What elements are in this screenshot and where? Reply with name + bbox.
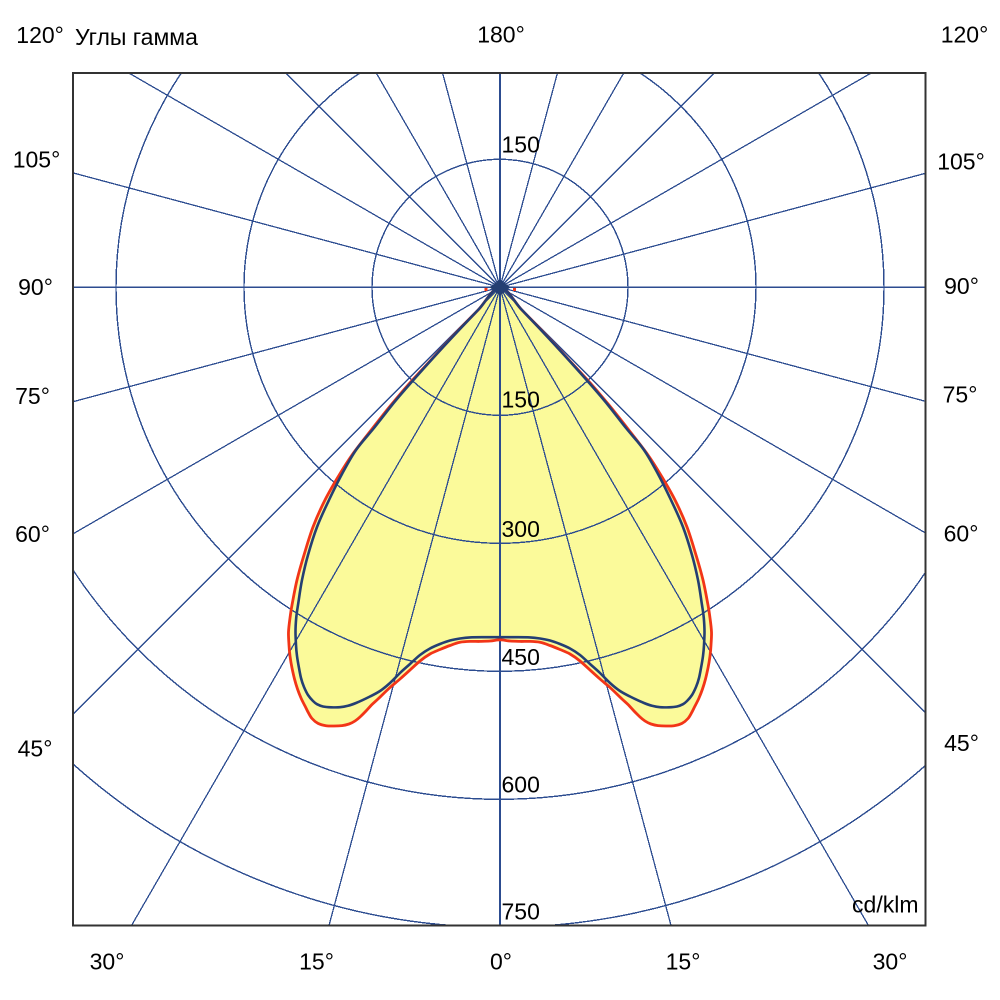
svg-text:750: 750	[502, 898, 540, 924]
svg-text:15°: 15°	[299, 949, 334, 975]
svg-text:60°: 60°	[944, 520, 979, 546]
svg-text:Углы гамма: Углы гамма	[75, 24, 198, 50]
svg-text:75°: 75°	[943, 381, 978, 407]
svg-text:120°: 120°	[941, 22, 989, 48]
svg-text:180°: 180°	[477, 22, 525, 48]
svg-text:600: 600	[502, 772, 540, 798]
svg-text:60°: 60°	[15, 521, 50, 547]
svg-text:45°: 45°	[18, 736, 53, 762]
svg-text:90°: 90°	[18, 274, 53, 300]
svg-text:30°: 30°	[90, 949, 125, 975]
svg-text:150: 150	[502, 387, 540, 413]
svg-text:120°: 120°	[16, 22, 64, 48]
svg-text:105°: 105°	[937, 148, 985, 174]
svg-text:105°: 105°	[13, 146, 61, 172]
svg-text:75°: 75°	[15, 383, 50, 409]
svg-text:30°: 30°	[873, 949, 908, 975]
svg-text:0°: 0°	[490, 949, 512, 975]
svg-text:90°: 90°	[944, 273, 979, 299]
svg-text:cd/klm: cd/klm	[852, 892, 918, 918]
svg-text:150: 150	[502, 131, 540, 157]
svg-text:450: 450	[502, 644, 540, 670]
svg-text:300: 300	[502, 516, 540, 542]
svg-text:15°: 15°	[666, 949, 701, 975]
svg-text:45°: 45°	[944, 730, 979, 756]
